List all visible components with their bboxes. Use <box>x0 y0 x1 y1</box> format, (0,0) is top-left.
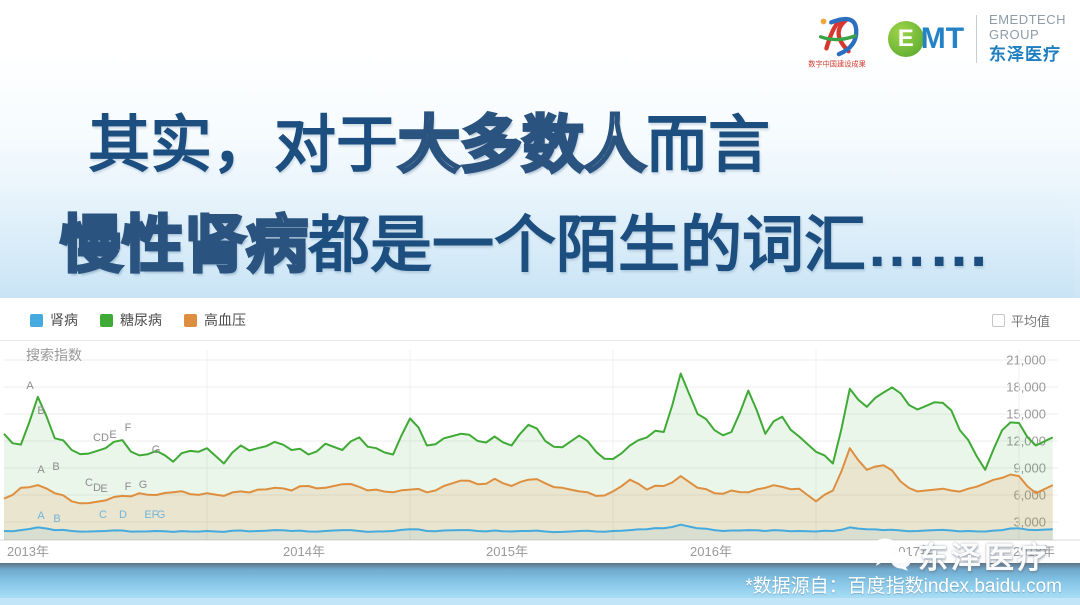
svg-text:2013年: 2013年 <box>7 544 49 559</box>
watermark-text: 东泽医疗 <box>918 542 1050 575</box>
company-name-en1: EMEDTECH <box>989 12 1066 28</box>
chart-legend: 肾病 糖尿病 高血压 <box>30 310 246 330</box>
svg-text:2016年: 2016年 <box>690 544 732 559</box>
svg-text:2018年: 2018年 <box>1013 544 1055 559</box>
svg-text:E: E <box>100 483 107 495</box>
company-name-cn: 东泽医疗 <box>989 45 1062 65</box>
svg-text:21,000: 21,000 <box>1006 353 1046 368</box>
svg-text:B: B <box>37 405 44 417</box>
title-rounded-band <box>0 192 1074 298</box>
legend-label: 高血压 <box>204 312 246 328</box>
header-logos: 数字中国建设成果 E MT EMEDTECH GROUP 东泽医疗 <box>798 8 1066 70</box>
legend-label: 肾病 <box>50 312 78 328</box>
headline-segment: 其实，对于 <box>88 111 399 180</box>
footer-source-bar: *数据源自：百度指数index.baidu.com <box>0 563 1080 598</box>
svg-text:E: E <box>144 509 151 521</box>
headline-segment-outlined: 慢性肾病 <box>58 210 309 282</box>
headline-segment: 都是一个陌生的词汇…… <box>308 211 991 280</box>
svg-text:A: A <box>37 510 45 522</box>
svg-text:D: D <box>101 432 109 444</box>
digital-china-logo: 数字中国建设成果 <box>798 8 876 70</box>
svg-text:9,000: 9,000 <box>1013 461 1046 476</box>
svg-text:G: G <box>152 444 161 456</box>
svg-text:F: F <box>125 422 132 434</box>
colorful-brush-logo-icon <box>818 16 859 57</box>
svg-text:D: D <box>93 482 101 494</box>
svg-text:B: B <box>53 513 60 525</box>
footer-light-strip <box>0 598 1080 605</box>
baidu-index-chart-panel: 肾病 糖尿病 高血压 平均值 21,000 18,000 15,000 12,000 9… <box>0 298 1080 563</box>
legend-item-kidney-disease[interactable]: 肾病 <box>30 310 78 330</box>
svg-text:A: A <box>26 380 34 392</box>
wechat-icon <box>871 538 911 571</box>
company-name-en2: GROUP <box>989 27 1040 43</box>
svg-text:G: G <box>139 479 148 491</box>
emt-e-circle: E <box>887 21 924 57</box>
svg-text:A: A <box>37 464 45 476</box>
svg-text:3,000: 3,000 <box>1013 515 1046 530</box>
legend-swatch-orange <box>184 313 197 327</box>
headline-segment-outlined: 大多数人 <box>397 110 648 182</box>
average-checkbox[interactable] <box>991 314 1005 327</box>
headline-line1: 其实，对于大多数人而言 <box>0 94 1080 184</box>
svg-text:B: B <box>52 461 59 473</box>
headline-segment: 而言 <box>646 111 771 180</box>
data-source-text: *数据源自：百度指数index.baidu.com <box>745 576 1062 597</box>
header-divider <box>976 15 978 63</box>
svg-text:F: F <box>125 481 132 493</box>
legend-item-hypertension[interactable]: 高血压 <box>184 310 246 330</box>
headline-line2: 慢性肾病都是一个陌生的词汇…… <box>0 194 1080 284</box>
svg-text:E: E <box>109 429 116 441</box>
company-name-block: EMEDTECH GROUP 东泽医疗 <box>989 12 1066 65</box>
search-index-line-chart: 21,00018,00015,00012,0009,0006,0003,000A… <box>0 347 1080 559</box>
legend-item-diabetes[interactable]: 糖尿病 <box>100 310 162 330</box>
logo-caption: 数字中国建设成果 <box>807 60 866 69</box>
legend-swatch-green <box>100 313 113 327</box>
svg-text:C: C <box>93 432 101 444</box>
chart-legend-row: 肾病 糖尿病 高血压 平均值 <box>0 298 1080 340</box>
svg-text:G: G <box>157 509 166 521</box>
legend-label: 糖尿病 <box>120 312 162 328</box>
svg-text:C: C <box>85 477 93 489</box>
svg-text:D: D <box>119 509 127 521</box>
svg-text:2014年: 2014年 <box>283 544 325 559</box>
svg-text:F: F <box>152 509 159 521</box>
svg-text:15,000: 15,000 <box>1006 407 1046 422</box>
svg-text:搜索指数: 搜索指数 <box>26 347 82 363</box>
legend-divider-line <box>0 340 1080 341</box>
svg-text:18,000: 18,000 <box>1006 380 1046 395</box>
average-checkbox-label: 平均值 <box>1010 314 1050 329</box>
average-value-toggle[interactable]: 平均值 <box>991 311 1050 330</box>
wechat-watermark: 东泽医疗 <box>870 533 1050 577</box>
legend-swatch-blue <box>30 313 43 327</box>
emt-logo: E MT <box>887 21 965 57</box>
svg-text:C: C <box>99 509 107 521</box>
svg-text:2015年: 2015年 <box>486 544 528 559</box>
emt-mt-text: MT <box>920 22 965 55</box>
